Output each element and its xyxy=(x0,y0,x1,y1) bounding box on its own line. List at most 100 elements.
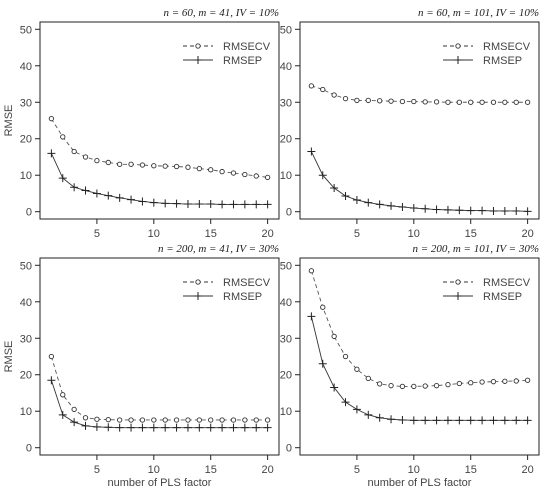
data-point xyxy=(115,423,124,432)
data-point xyxy=(365,375,371,382)
x-tick-label: 20 xyxy=(261,464,273,476)
data-point xyxy=(229,200,238,209)
data-point xyxy=(92,422,101,431)
y-axis-label: RMSE xyxy=(3,105,15,137)
y-tick-label: 50 xyxy=(20,260,32,272)
x-tick-label: 5 xyxy=(354,464,360,476)
y-axis-label: RMSE xyxy=(3,341,15,373)
data-point xyxy=(354,366,360,372)
data-point xyxy=(375,413,384,422)
x-tick-label: 15 xyxy=(465,464,477,476)
series-line xyxy=(50,153,268,205)
y-tick-label: 50 xyxy=(280,260,292,272)
y-tick-label: 20 xyxy=(20,134,32,146)
data-point xyxy=(117,161,123,167)
data-point xyxy=(183,200,192,209)
data-point xyxy=(433,383,440,389)
x-tick-label: 10 xyxy=(408,464,420,476)
data-point xyxy=(421,204,430,213)
data-point xyxy=(478,416,487,425)
x-tick-label: 10 xyxy=(148,228,160,240)
data-point xyxy=(398,415,407,424)
series-rmsep xyxy=(307,312,532,425)
data-point xyxy=(364,198,373,207)
data-point xyxy=(195,200,204,209)
data-point xyxy=(195,423,204,432)
y-tick-label: 50 xyxy=(280,24,292,36)
data-point xyxy=(500,416,509,425)
legend: RMSECV RMSEP xyxy=(183,277,271,303)
data-point xyxy=(387,201,396,210)
data-point xyxy=(208,167,214,173)
data-point xyxy=(411,98,417,105)
data-point xyxy=(399,98,406,105)
data-point xyxy=(331,92,337,98)
x-tick-label: 20 xyxy=(521,464,533,476)
chart-panel-1: n = 60, m = 41, IV = 10% 0 10 20 30 40 50 5 10 15… xyxy=(3,7,280,240)
data-point xyxy=(208,417,214,423)
data-point xyxy=(513,99,519,105)
y-tick-label: 50 xyxy=(20,24,32,36)
legend-item: RMSEP xyxy=(183,55,262,67)
series-rmsecv xyxy=(48,353,271,423)
data-point xyxy=(455,416,464,425)
legend-marker xyxy=(195,43,201,49)
data-point xyxy=(58,410,67,419)
data-point xyxy=(341,398,350,407)
data-point xyxy=(308,268,315,274)
data-point xyxy=(71,148,77,155)
plot-frame xyxy=(299,257,540,456)
data-point xyxy=(318,359,327,368)
data-point xyxy=(128,161,134,167)
y-tick-label: 0 xyxy=(26,443,32,455)
data-point xyxy=(479,379,485,385)
data-point xyxy=(388,98,394,104)
data-point xyxy=(479,99,485,105)
x-tick-label: 15 xyxy=(205,464,217,476)
series-line xyxy=(310,270,528,387)
data-point xyxy=(229,423,238,432)
y-tick-label: 30 xyxy=(20,97,32,109)
panel-title: n = 60, m = 101, IV = 10% xyxy=(418,7,539,19)
y-tick-label: 30 xyxy=(20,333,32,345)
data-point xyxy=(71,406,77,413)
data-point xyxy=(443,416,452,425)
data-point xyxy=(139,162,146,168)
data-point xyxy=(523,207,532,216)
legend-marker xyxy=(195,279,201,285)
data-point xyxy=(478,206,487,215)
legend-marker xyxy=(194,56,202,64)
data-point xyxy=(92,189,101,198)
x-tick-label: 15 xyxy=(465,228,477,240)
data-point xyxy=(330,183,339,192)
legend: RMSECV RMSEP xyxy=(443,41,531,67)
data-point xyxy=(104,191,113,200)
data-point xyxy=(70,183,79,192)
data-point xyxy=(512,206,521,215)
y-tick-label: 40 xyxy=(20,297,32,309)
data-point xyxy=(411,383,417,390)
data-point xyxy=(138,423,147,432)
data-point xyxy=(219,168,225,175)
data-point xyxy=(466,416,475,425)
chart-panel-2: n = 60, m = 101, IV = 10% 0 10 20 30 40 50 5 10 1… xyxy=(280,7,540,240)
data-point xyxy=(352,196,361,205)
data-point xyxy=(432,416,441,425)
y-tick-label: 20 xyxy=(280,370,292,382)
y-tick-label: 0 xyxy=(26,207,32,219)
data-point xyxy=(253,417,259,423)
y-tick-label: 40 xyxy=(280,297,292,309)
legend-label: RMSECV xyxy=(223,41,271,53)
data-point xyxy=(513,378,519,384)
data-point xyxy=(94,157,100,164)
data-point xyxy=(172,423,181,432)
data-point xyxy=(149,198,158,207)
legend-label: RMSECV xyxy=(223,277,271,289)
legend-item: RMSEP xyxy=(183,291,262,303)
data-point xyxy=(263,423,272,432)
y-tick-label: 0 xyxy=(286,443,292,455)
data-point xyxy=(185,417,191,423)
data-point xyxy=(70,418,79,427)
